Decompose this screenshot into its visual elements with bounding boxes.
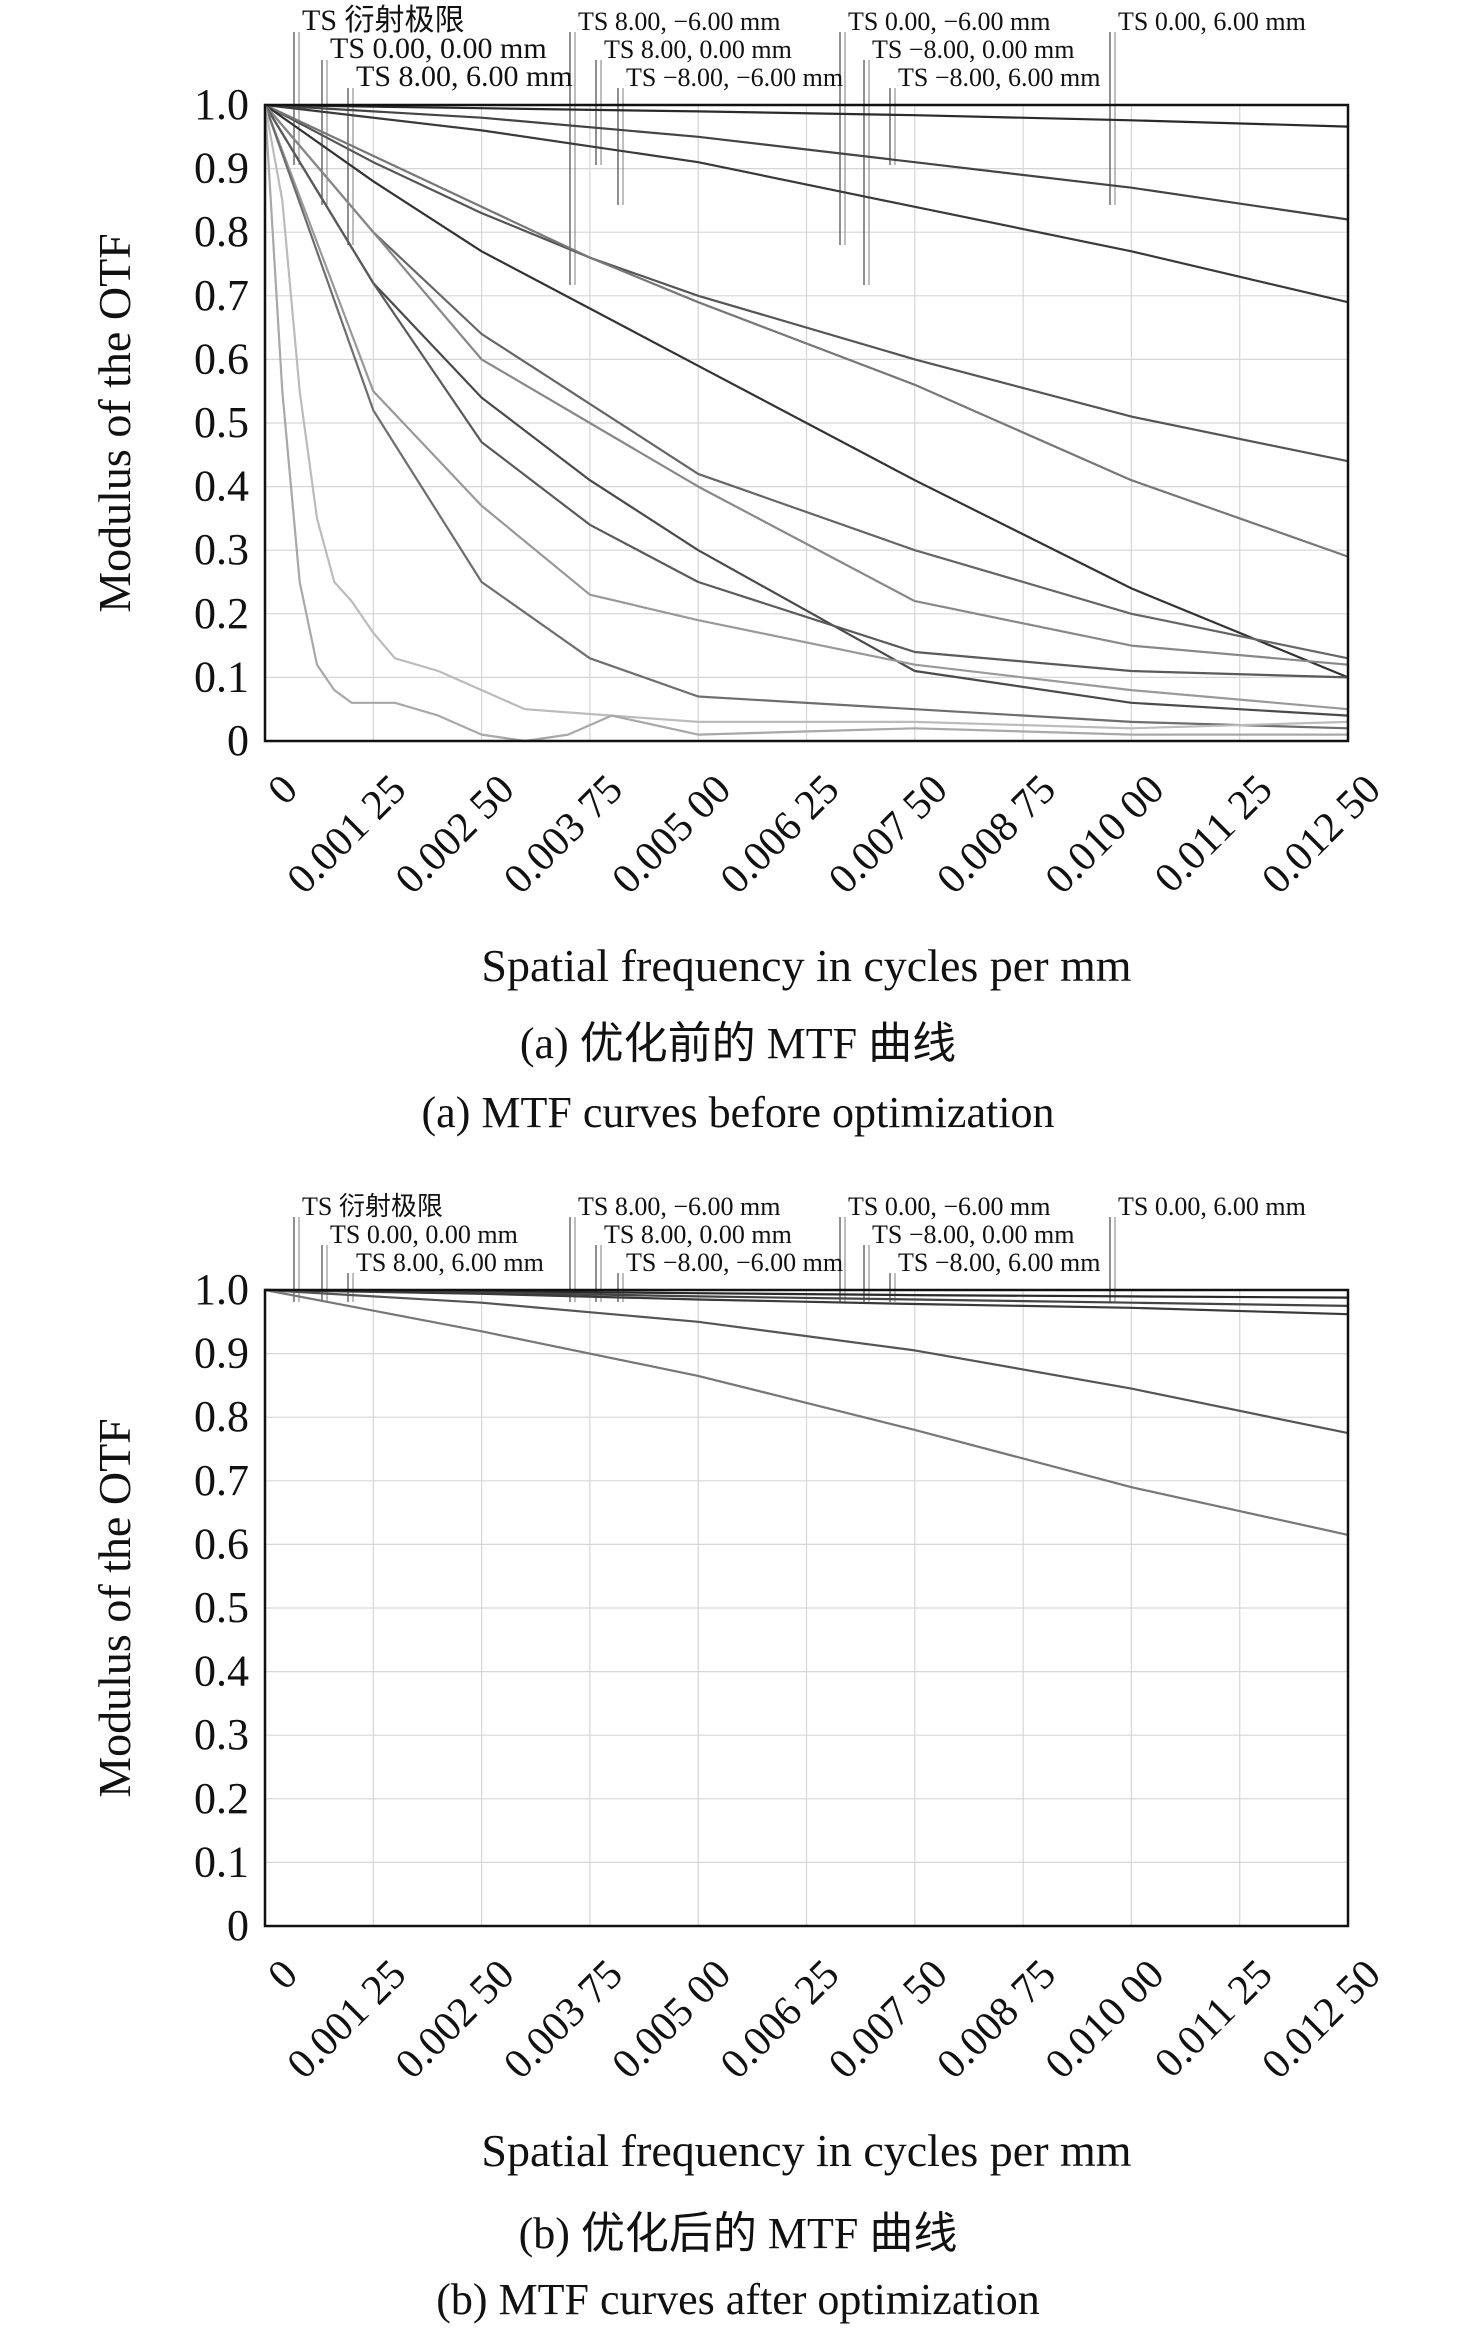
legend-entry: TS 0.00, 0.00 mm — [330, 1220, 518, 1249]
x-tick-label: 0.002 50 — [387, 1951, 523, 2087]
legend-entry: TS 8.00, −6.00 mm — [578, 1192, 780, 1221]
x-tick-label: 0.011 25 — [1146, 766, 1281, 901]
y-tick-label: 0.3 — [194, 1710, 249, 1759]
legend-entry: TS −8.00, 0.00 mm — [872, 1220, 1074, 1249]
legend-entry: TS 8.00, −6.00 mm — [578, 7, 780, 36]
x-tick-label: 0 — [259, 1951, 306, 1998]
y-tick-label: 0.2 — [194, 589, 249, 638]
x-tick-label: 0.003 75 — [495, 766, 631, 902]
x-tick-label: 0.007 50 — [820, 1951, 956, 2087]
y-tick-label: 0.1 — [194, 652, 249, 701]
mtf-series-line — [264, 104, 1349, 679]
mtf-series-line — [264, 1288, 1349, 1435]
legend-entry: TS 0.00, −6.00 mm — [848, 7, 1050, 36]
y-tick-label: 0.8 — [194, 207, 249, 256]
legend-entry: TS −8.00, 6.00 mm — [898, 1248, 1100, 1277]
x-tick-label: 0.010 00 — [1037, 1951, 1173, 2087]
x-tick-label: 0.008 75 — [928, 766, 1064, 902]
caption-a-en: (a) MTF curves before optimization — [421, 1088, 1055, 1137]
mtf-series-line — [263, 104, 1349, 711]
mtf-series-line — [264, 103, 1349, 128]
mtf-series-line — [264, 104, 1349, 558]
legend-entry: TS −8.00, −6.00 mm — [626, 63, 843, 92]
x-tick-label: 0.011 25 — [1146, 1951, 1281, 2086]
y-axis-label: Modulus of the OTF — [89, 1418, 140, 1798]
x-tick-label: 0.006 25 — [712, 1951, 848, 2087]
x-tick-label: 0.005 00 — [604, 1951, 740, 2087]
mtf-series-line — [264, 104, 1349, 717]
y-tick-label: 0.7 — [194, 271, 249, 320]
caption-b-en: (b) MTF curves after optimization — [436, 2275, 1040, 2324]
chart-panel-a: 00.10.20.30.40.50.60.70.80.91.000.001 25… — [89, 4, 1390, 991]
y-axis-label: Modulus of the OTF — [89, 233, 140, 613]
y-tick-label: 0 — [227, 716, 249, 765]
legend-entry: TS 8.00, 6.00 mm — [356, 1248, 544, 1277]
legend-entry: TS −8.00, −6.00 mm — [626, 1248, 843, 1277]
y-tick-label: 1.0 — [194, 1265, 249, 1314]
legend-entry: TS 8.00, 0.00 mm — [604, 35, 792, 64]
caption-b-cn: (b) 优化后的 MTF 曲线 — [518, 2209, 958, 2258]
mtf-series-line — [264, 1288, 1349, 1316]
plot-frame — [263, 1288, 1350, 1928]
x-tick-label: 0.006 25 — [712, 766, 848, 902]
y-tick-label: 1.0 — [194, 80, 249, 129]
y-tick-label: 0.8 — [194, 1392, 249, 1441]
legend-entry: TS −8.00, 6.00 mm — [898, 63, 1100, 92]
legend-entry: TS −8.00, 0.00 mm — [872, 35, 1074, 64]
x-axis-label: Spatial frequency in cycles per mm — [481, 940, 1131, 991]
y-tick-label: 0.7 — [194, 1456, 249, 1505]
mtf-series-line — [264, 104, 1349, 666]
x-tick-label: 0 — [259, 766, 306, 813]
legend-entry: TS 8.00, 0.00 mm — [604, 1220, 792, 1249]
x-tick-label: 0.001 25 — [279, 1951, 415, 2087]
legend-entry: TS 衍射极限 — [302, 1192, 443, 1221]
legend-leaders-b — [293, 1217, 1116, 1302]
grid-b — [264, 1289, 1349, 1927]
legend-entry: TS 0.00, 0.00 mm — [330, 32, 547, 65]
y-tick-label: 0.5 — [194, 398, 249, 447]
x-tick-label: 0.008 75 — [928, 1951, 1064, 2087]
legend-entry: TS 8.00, 6.00 mm — [356, 60, 573, 93]
x-tick-label: 0.002 50 — [387, 766, 523, 902]
mtf-series-line — [263, 104, 1349, 730]
mtf-series-line — [264, 104, 1349, 679]
y-tick-label: 0.9 — [194, 144, 249, 193]
x-tick-label: 0.003 75 — [495, 1951, 631, 2087]
mtf-series-line — [263, 104, 1348, 743]
y-tick-label: 0.9 — [194, 1329, 249, 1378]
mtf-series-line — [264, 104, 1349, 660]
caption-a-cn: (a) 优化前的 MTF 曲线 — [519, 1019, 957, 1068]
mtf-series-line — [264, 103, 1349, 221]
plot-frame — [263, 103, 1350, 743]
x-tick-label: 0.005 00 — [604, 766, 740, 902]
y-tick-label: 0.3 — [194, 525, 249, 574]
y-tick-label: 0.4 — [194, 462, 249, 511]
y-tick-label: 0.2 — [194, 1774, 249, 1823]
mtf-series-line — [264, 104, 1349, 463]
legend-entry: TS 0.00, 6.00 mm — [1118, 7, 1306, 36]
x-tick-label: 0.010 00 — [1037, 766, 1173, 902]
x-tick-label: 0.007 50 — [820, 766, 956, 902]
y-tick-label: 0.5 — [194, 1583, 249, 1632]
legend-entry: TS 0.00, −6.00 mm — [848, 1192, 1050, 1221]
x-tick-label: 0.001 25 — [279, 766, 415, 902]
legend-entry: TS 0.00, 6.00 mm — [1118, 1192, 1306, 1221]
x-tick-label: 0.012 50 — [1253, 766, 1389, 902]
chart-panel-b: 00.10.20.30.40.50.60.70.80.91.000.001 25… — [89, 1192, 1390, 2176]
legend-entry: TS 衍射极限 — [302, 4, 465, 37]
mtf-series-line — [264, 103, 1349, 304]
mtf-series-line — [263, 104, 1349, 730]
mtf-series-line — [264, 1288, 1349, 1536]
x-tick-label: 0.012 50 — [1253, 1951, 1389, 2087]
y-tick-label: 0.6 — [194, 334, 249, 383]
y-tick-label: 0.6 — [194, 1519, 249, 1568]
y-tick-label: 0.1 — [194, 1837, 249, 1886]
x-axis-label: Spatial frequency in cycles per mm — [481, 2125, 1131, 2176]
y-tick-label: 0.4 — [194, 1647, 249, 1696]
y-tick-label: 0 — [227, 1901, 249, 1950]
